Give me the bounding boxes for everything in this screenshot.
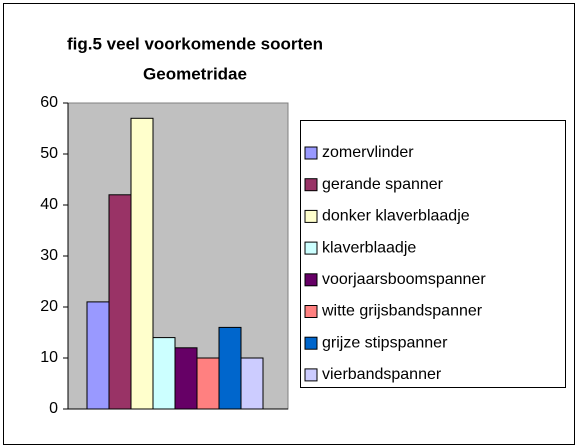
legend-label: voorjaarsboomspanner bbox=[322, 271, 486, 288]
legend-swatch bbox=[304, 209, 318, 223]
bar bbox=[196, 357, 220, 410]
y-tick-label: 60 bbox=[40, 94, 58, 111]
legend-label: donker klaverblaadje bbox=[322, 208, 470, 225]
y-tick-label: 0 bbox=[49, 400, 58, 417]
y-tick-label: 10 bbox=[40, 349, 58, 366]
legend-label: zomervlinder bbox=[322, 144, 414, 161]
legend-swatch bbox=[304, 336, 318, 350]
legend-swatch bbox=[304, 305, 318, 318]
legend-swatch bbox=[304, 273, 318, 287]
bar bbox=[108, 194, 132, 410]
y-tick-label: 30 bbox=[40, 247, 58, 264]
legend-swatch bbox=[304, 368, 318, 382]
bar bbox=[174, 347, 198, 410]
legend-label: klaverblaadje bbox=[322, 239, 416, 256]
bar bbox=[86, 301, 110, 410]
y-tick-label: 50 bbox=[40, 145, 58, 162]
y-tick-label: 20 bbox=[40, 298, 58, 315]
y-tick-label: 40 bbox=[40, 196, 58, 213]
legend-label: vierbandspanner bbox=[322, 366, 442, 383]
legend-box bbox=[300, 120, 566, 388]
chart-title: fig.5 veel voorkomende soorten bbox=[67, 34, 323, 53]
legend-swatch bbox=[304, 146, 318, 160]
bar bbox=[240, 357, 264, 410]
bar bbox=[152, 337, 176, 410]
legend-label: witte grijsbandspanner bbox=[321, 303, 483, 320]
chart-title: Geometridae bbox=[143, 64, 247, 83]
legend-swatch bbox=[304, 241, 318, 255]
legend-label: grijze stipspanner bbox=[322, 334, 448, 351]
legend-label: gerande spanner bbox=[322, 176, 444, 193]
bar bbox=[218, 326, 242, 410]
bar bbox=[130, 117, 154, 410]
legend-swatch bbox=[304, 178, 318, 192]
